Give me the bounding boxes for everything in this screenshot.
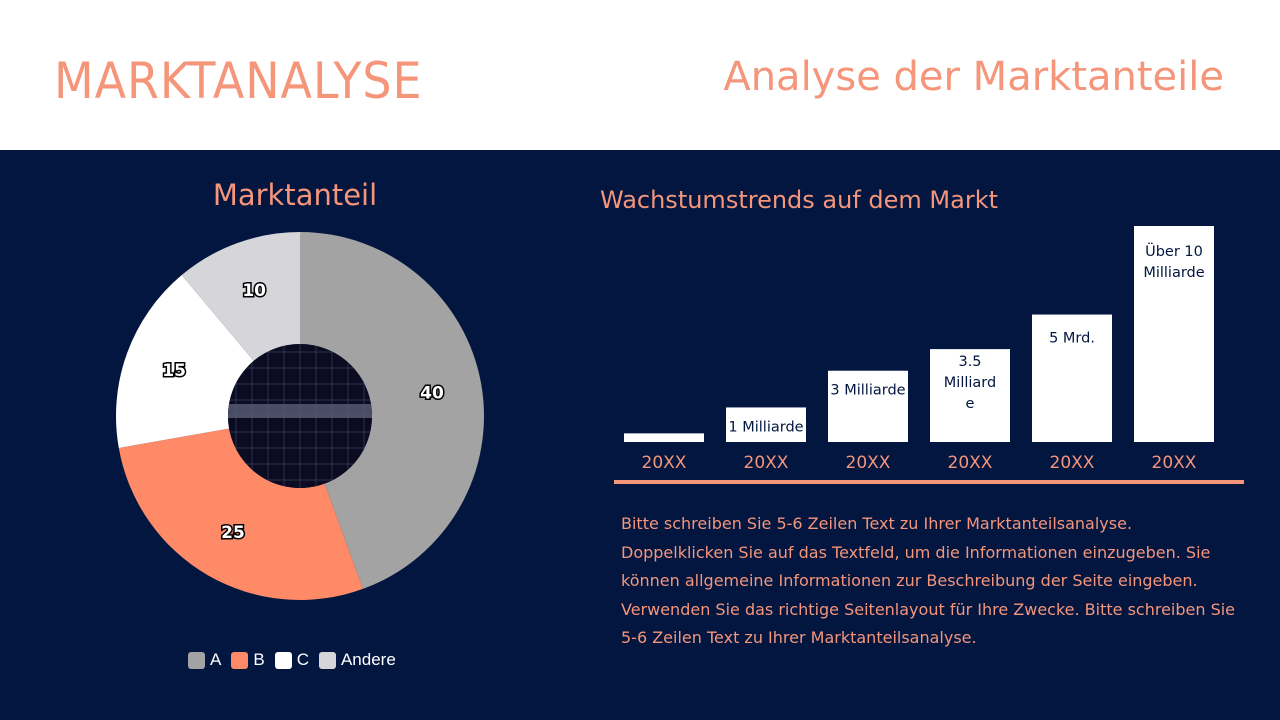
bar-chart-title: Wachstumstrends auf dem Markt	[600, 186, 999, 214]
x-tick-label: 20XX	[1050, 453, 1095, 473]
bar	[930, 349, 1010, 442]
bar	[828, 370, 908, 442]
bar-data-label: 1 Milliarde	[728, 419, 803, 435]
axis-line	[614, 480, 1244, 484]
bar-data-label: 3 Milliarde	[830, 383, 905, 399]
data-label: 15	[162, 361, 186, 381]
legend-label: C	[296, 650, 309, 669]
bar-data-label: Über 10 Milliarde	[1143, 242, 1204, 281]
legend-item-B: B	[231, 650, 265, 670]
bar-data-label: 5 Mrd.	[1049, 331, 1095, 347]
x-tick-label: 20XX	[744, 453, 789, 473]
x-tick-label: 20XX	[846, 453, 891, 473]
bar	[1134, 226, 1214, 442]
image-band	[228, 404, 372, 418]
legend-label: B	[253, 650, 265, 669]
body-text: Bitte schreiben Sie 5-6 Zeilen Text zu I…	[621, 514, 1236, 647]
bar	[624, 433, 704, 442]
x-tick-label: 20XX	[948, 453, 993, 473]
donut-slice-C	[115, 275, 254, 448]
bar	[726, 407, 806, 442]
x-tick-label: 20XX	[642, 453, 687, 473]
x-tick-label: 20XX	[1152, 453, 1197, 473]
data-label: 40	[420, 384, 444, 404]
legend-item-Andere: Andere	[318, 650, 396, 670]
donut-slice-B	[118, 428, 363, 600]
pie-legend: A B C Andere	[188, 650, 396, 670]
legend-item-A: A	[188, 650, 221, 670]
donut-slice-A	[300, 232, 484, 589]
bar-data-label: 3.5 Milliard e	[944, 354, 996, 412]
data-label: 10	[242, 281, 266, 301]
page-title: MARKTANALYSE	[54, 52, 423, 110]
legend-label: Andere	[340, 650, 396, 669]
legend-swatch	[274, 651, 292, 669]
legend-label: A	[210, 650, 222, 669]
bar	[1032, 314, 1112, 442]
donut-chart: 40 25 15 10	[115, 232, 484, 600]
donut-slice-Andere	[181, 232, 300, 361]
page-subtitle: Analyse der Marktanteile	[723, 54, 1224, 100]
legend-swatch	[188, 651, 205, 669]
pie-chart-title: Marktanteil	[212, 178, 378, 212]
main-panel: Marktanteil 40 25 15 10 A B C Andere Wachstums…	[0, 150, 1280, 720]
data-label: 25	[221, 523, 245, 543]
header: MARKTANALYSE Analyse der Marktanteile	[0, 0, 1280, 150]
legend-item-C: C	[274, 650, 309, 670]
legend-swatch	[231, 651, 249, 669]
legend-swatch	[318, 651, 336, 669]
bar-chart: 20XX 1 Milliarde 20XX 3 Milliarde 20XX 3.5 Mil…	[614, 226, 1244, 484]
